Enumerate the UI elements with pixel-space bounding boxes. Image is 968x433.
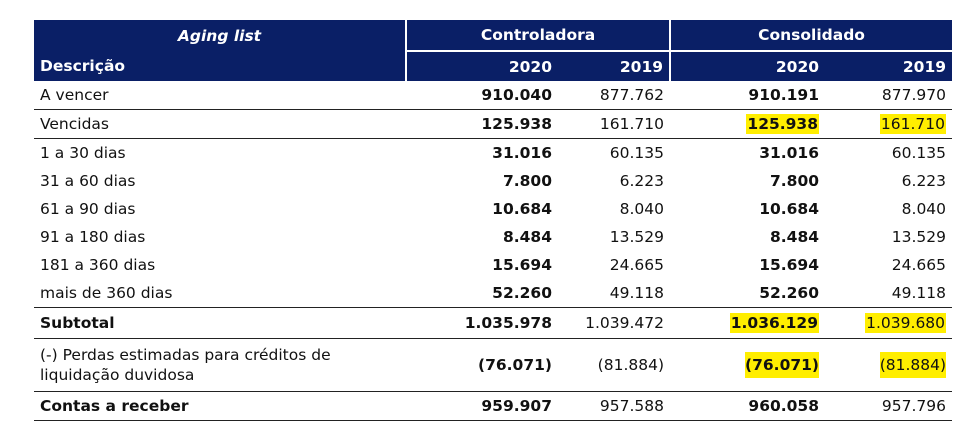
cell-value: 13.529 bbox=[891, 228, 947, 246]
cell-value: 31.016 bbox=[670, 138, 826, 167]
cell-value: 1.035.978 bbox=[406, 307, 558, 339]
highlight-mark: 161.710 bbox=[879, 114, 947, 134]
header-row-groups: Aging list Controladora Consolidado bbox=[34, 20, 953, 51]
year-controladora-2020: 2020 bbox=[405, 50, 558, 81]
cell-value: 7.800 bbox=[769, 172, 820, 190]
cell-value: 8.484 bbox=[502, 228, 552, 246]
highlight-mark: (76.071) bbox=[745, 352, 820, 378]
cell-value: (81.884) bbox=[597, 356, 665, 374]
subtotal-row: Subtotal 1.035.978 1.039.472 1.036.129 1… bbox=[34, 307, 953, 339]
table-row: 181 a 360 dias 15.694 24.665 15.694 24.6… bbox=[34, 251, 952, 279]
year-consolidado-2020: 2020 bbox=[669, 50, 826, 81]
highlight-mark: (81.884) bbox=[879, 352, 947, 378]
description-header: Descrição bbox=[34, 51, 406, 81]
cell-value: 6.223 bbox=[901, 172, 947, 190]
cell-value: 8.040 bbox=[901, 200, 947, 218]
row-label: 181 a 360 dias bbox=[40, 256, 156, 274]
group-consolidado: Consolidado bbox=[669, 20, 953, 51]
cell-value: 49.118 bbox=[609, 284, 665, 302]
table-row: 91 a 180 dias 8.484 13.529 8.484 13.529 bbox=[34, 223, 952, 251]
table-row: (-) Perdas estimadas para créditos de li… bbox=[34, 339, 952, 392]
cell-value: 877.762 bbox=[599, 86, 665, 104]
aging-list-table: Aging list Controladora Consolidado Desc… bbox=[34, 20, 953, 421]
row-label: Vencidas bbox=[34, 109, 406, 139]
cell-value: 24.665 bbox=[609, 256, 665, 274]
aging-table-container: Aging list Controladora Consolidado Desc… bbox=[34, 20, 953, 421]
cell-value: 910.191 bbox=[748, 86, 820, 104]
row-label: 61 a 90 dias bbox=[40, 200, 136, 218]
table-row: 31 a 60 dias 7.800 6.223 7.800 6.223 bbox=[34, 167, 952, 195]
cell-value: 8.484 bbox=[769, 228, 820, 246]
cell-value: 1.039.472 bbox=[558, 307, 671, 339]
cell-value-highlighted: 1.036.129 bbox=[670, 307, 826, 339]
cell-value: 52.260 bbox=[492, 284, 552, 302]
cell-value: 10.684 bbox=[492, 200, 552, 218]
cell-value: 8.040 bbox=[619, 200, 665, 218]
cell-value: 910.040 bbox=[481, 86, 552, 104]
cell-value: 31.016 bbox=[406, 138, 558, 167]
row-label: (-) Perdas estimadas para créditos de li… bbox=[40, 346, 331, 384]
cell-value: 24.665 bbox=[891, 256, 947, 274]
row-label: Subtotal bbox=[34, 307, 406, 339]
row-label: A vencer bbox=[40, 86, 109, 104]
cell-value: 957.588 bbox=[558, 391, 671, 421]
cell-value: 13.529 bbox=[609, 228, 665, 246]
table-row: Vencidas 125.938 161.710 125.938 161.710 bbox=[34, 109, 953, 139]
cell-value-highlighted: 125.938 bbox=[670, 109, 826, 139]
cell-value: 125.938 bbox=[406, 109, 558, 139]
cell-value: (76.071) bbox=[478, 356, 552, 374]
row-label: 1 a 30 dias bbox=[34, 138, 406, 167]
table-row: A vencer 910.040 877.762 910.191 877.970 bbox=[34, 81, 952, 110]
cell-value: 957.796 bbox=[825, 391, 953, 421]
highlight-mark: 1.039.680 bbox=[865, 313, 947, 333]
cell-value: 7.800 bbox=[502, 172, 552, 190]
cell-value: 161.710 bbox=[558, 109, 671, 139]
row-label: Contas a receber bbox=[34, 391, 406, 421]
year-consolidado-2019: 2019 bbox=[825, 50, 953, 81]
table-row: 1 a 30 dias 31.016 60.135 31.016 60.135 bbox=[34, 138, 953, 167]
cell-value-highlighted: 161.710 bbox=[825, 109, 953, 139]
table-row: mais de 360 dias 52.260 49.118 52.260 49… bbox=[34, 279, 952, 308]
cell-value: 960.058 bbox=[670, 391, 826, 421]
group-controladora: Controladora bbox=[404, 20, 671, 51]
year-controladora-2019: 2019 bbox=[558, 50, 671, 81]
table-row: 61 a 90 dias 10.684 8.040 10.684 8.040 bbox=[34, 195, 952, 223]
cell-value: 60.135 bbox=[825, 138, 953, 167]
table-title: Aging list bbox=[34, 20, 406, 51]
cell-value: 15.694 bbox=[492, 256, 552, 274]
cell-value: 877.970 bbox=[881, 86, 947, 104]
cell-value-highlighted: (76.071) bbox=[670, 339, 825, 392]
header-row-years: Descrição 2020 2019 2020 2019 bbox=[34, 50, 953, 81]
cell-value-highlighted: 1.039.680 bbox=[825, 307, 953, 339]
cell-value: 15.694 bbox=[759, 256, 820, 274]
row-label: 31 a 60 dias bbox=[40, 172, 136, 190]
row-label: mais de 360 dias bbox=[40, 284, 173, 302]
cell-value: 6.223 bbox=[619, 172, 665, 190]
row-label: 91 a 180 dias bbox=[40, 228, 146, 246]
cell-value: 60.135 bbox=[558, 138, 671, 167]
highlight-mark: 1.036.129 bbox=[729, 313, 820, 333]
cell-value: 49.118 bbox=[891, 284, 947, 302]
cell-value: 959.907 bbox=[406, 391, 558, 421]
cell-value: 52.260 bbox=[759, 284, 820, 302]
highlight-mark: 125.938 bbox=[746, 114, 820, 134]
total-row: Contas a receber 959.907 957.588 960.058… bbox=[34, 391, 953, 421]
cell-value-highlighted: (81.884) bbox=[825, 339, 952, 392]
cell-value: 10.684 bbox=[759, 200, 820, 218]
